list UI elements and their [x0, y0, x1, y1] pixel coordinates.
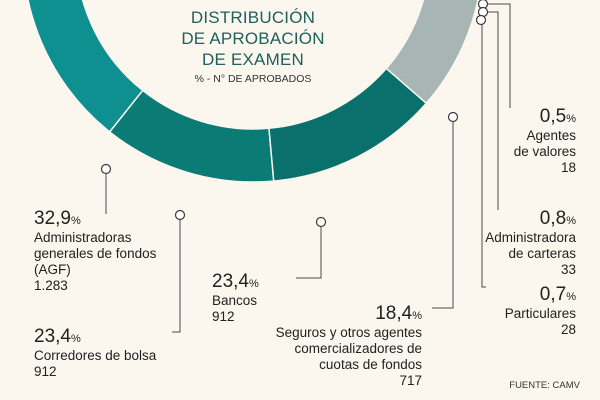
marker-dot-1 [174, 209, 186, 221]
count-label: 28 [561, 322, 576, 337]
percent-label: 0,7% [540, 284, 576, 305]
count-label: 912 [34, 364, 57, 379]
leader-line-4 [483, 3, 511, 108]
category-label: Particulares [505, 306, 577, 321]
leader-line-1 [172, 215, 181, 333]
percent-label: 18,4% [375, 303, 422, 324]
marker-dot-3 [447, 111, 459, 123]
chart-title-line: DE EXAMEN [202, 50, 304, 69]
marker-dot-6 [475, 14, 487, 26]
count-label: 717 [399, 373, 422, 388]
category-label: comercializadores de [294, 341, 422, 356]
marker-dot-0 [100, 163, 112, 175]
category-label: Seguros y otros agentes [276, 325, 423, 340]
chart-title-line: DE APROBACIÓN [181, 29, 324, 48]
slice-2 [268, 67, 428, 182]
count-label: 18 [561, 160, 576, 175]
category-label: de carteras [508, 246, 576, 261]
slice-label-3: 18,4%Seguros y otros agentescomercializa… [276, 303, 423, 388]
leader-line-3 [432, 117, 454, 309]
marker-dot-2 [315, 216, 327, 228]
category-label: Agentes [526, 128, 576, 143]
category-label: Bancos [212, 293, 257, 308]
percent-label: 0,5% [540, 106, 576, 127]
percent-label: 0,8% [540, 208, 576, 229]
slice-3 [385, 0, 479, 105]
leader-line-5 [483, 11, 499, 210]
category-label: de valores [514, 144, 577, 159]
slice-1 [108, 89, 275, 183]
count-label: 1.283 [34, 278, 68, 293]
category-label: generales de fondos [34, 246, 157, 261]
count-label: 33 [561, 262, 576, 277]
category-label: Administradoras [34, 230, 132, 245]
leader-line-6 [481, 19, 486, 288]
percent-label: 23,4% [212, 271, 259, 292]
chart-subtitle: % - N° DE APROBADOS [195, 73, 312, 85]
chart-title-line: DISTRIBUCIÓN [191, 8, 315, 27]
percent-label: 23,4% [34, 326, 81, 347]
category-label: (AGF) [34, 262, 71, 277]
leader-line-2 [296, 222, 322, 279]
source-note: FUENTE: CAMV [509, 380, 580, 391]
category-label: Administradora [485, 230, 576, 245]
category-label: Corredores de bolsa [34, 348, 157, 363]
count-label: 912 [212, 309, 235, 324]
percent-label: 32,9% [34, 208, 81, 229]
category-label: cuotas de fondos [319, 357, 422, 372]
